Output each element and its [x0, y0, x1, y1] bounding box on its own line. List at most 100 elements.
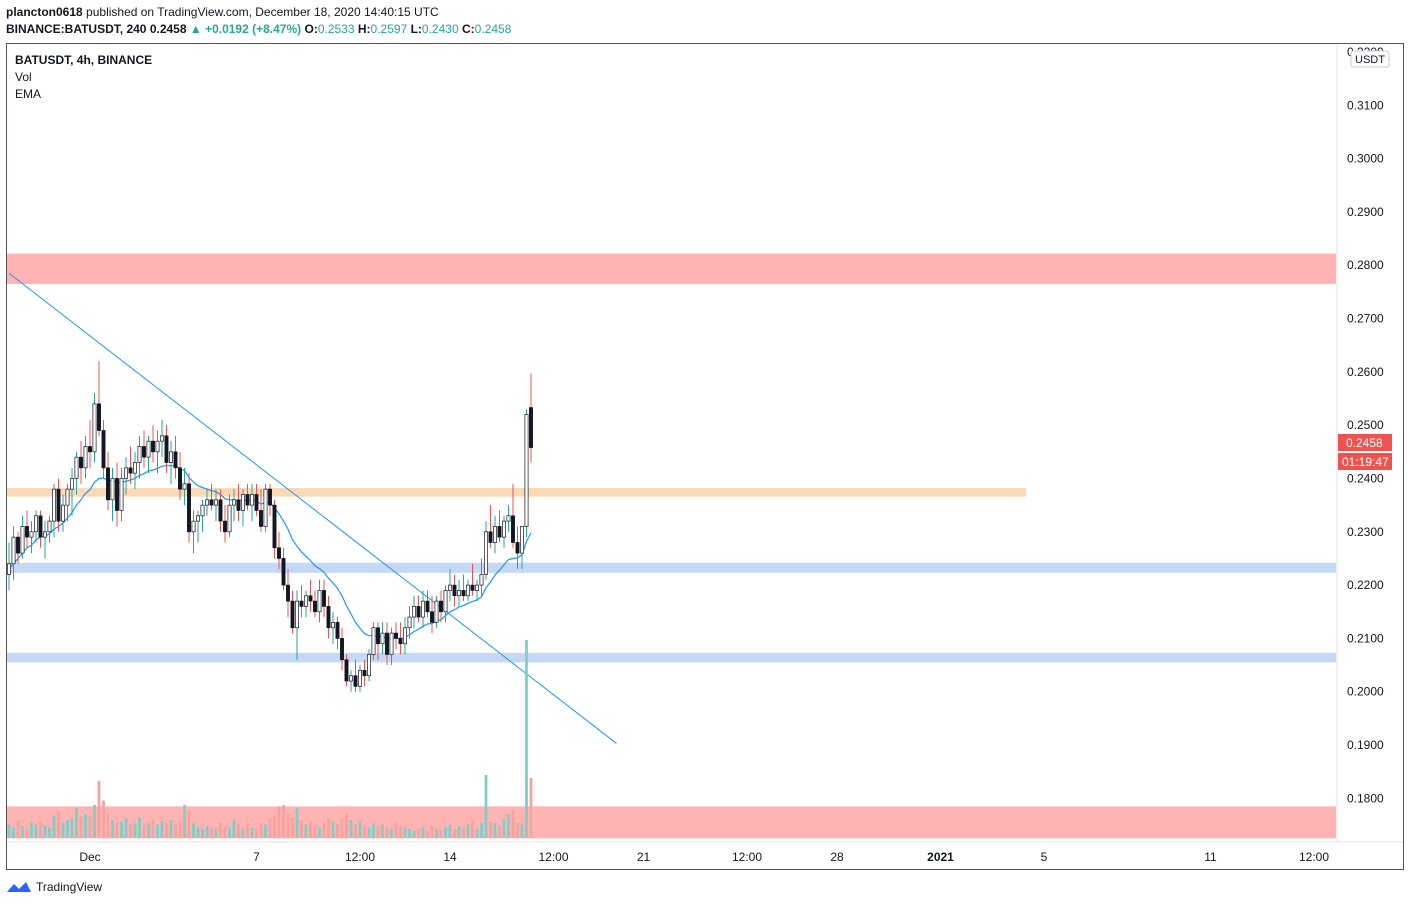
- candle[interactable]: [493, 515, 497, 554]
- candle[interactable]: [398, 622, 403, 655]
- candle[interactable]: [511, 483, 515, 548]
- candle[interactable]: [389, 627, 394, 666]
- candle[interactable]: [448, 569, 452, 602]
- candle[interactable]: [178, 451, 182, 500]
- candle[interactable]: [38, 510, 43, 548]
- candle[interactable]: [425, 590, 430, 618]
- candle[interactable]: [209, 483, 214, 511]
- candle[interactable]: [385, 622, 389, 666]
- candle[interactable]: [290, 590, 295, 634]
- candle[interactable]: [403, 617, 407, 655]
- candle[interactable]: [52, 483, 56, 538]
- candle[interactable]: [241, 489, 245, 527]
- candle[interactable]: [65, 483, 70, 522]
- candle[interactable]: [362, 659, 367, 687]
- candle[interactable]: [70, 467, 74, 516]
- candle[interactable]: [137, 435, 142, 479]
- candle[interactable]: [16, 531, 20, 564]
- candle[interactable]: [461, 574, 466, 602]
- candle[interactable]: [281, 547, 286, 591]
- candle[interactable]: [277, 531, 281, 570]
- candle[interactable]: [115, 462, 119, 527]
- candle[interactable]: [515, 526, 520, 570]
- candle[interactable]: [259, 489, 263, 532]
- candle[interactable]: [502, 515, 506, 548]
- candle[interactable]: [142, 430, 146, 468]
- candle[interactable]: [430, 595, 434, 634]
- candle[interactable]: [488, 505, 493, 548]
- candle[interactable]: [182, 467, 187, 506]
- candle[interactable]: [524, 409, 529, 538]
- candle[interactable]: [128, 446, 133, 484]
- candle[interactable]: [218, 489, 223, 532]
- candle[interactable]: [317, 579, 322, 623]
- candle[interactable]: [371, 622, 376, 660]
- candle[interactable]: [452, 574, 457, 607]
- candle[interactable]: [79, 441, 83, 484]
- candle[interactable]: [335, 617, 340, 650]
- candle[interactable]: [299, 585, 304, 618]
- candle[interactable]: [313, 590, 317, 618]
- candle[interactable]: [434, 595, 439, 628]
- publisher-name[interactable]: plancton0618: [6, 5, 83, 19]
- candle[interactable]: [443, 585, 448, 623]
- candle[interactable]: [92, 393, 97, 463]
- candle[interactable]: [191, 510, 196, 554]
- candle[interactable]: [412, 595, 416, 628]
- candle[interactable]: [245, 483, 250, 511]
- candle[interactable]: [353, 659, 358, 692]
- zone-support-2[interactable]: [7, 652, 1336, 663]
- candle[interactable]: [106, 451, 110, 511]
- candle[interactable]: [56, 478, 61, 532]
- zone-level[interactable]: [7, 488, 1026, 497]
- candle[interactable]: [151, 425, 155, 463]
- candle[interactable]: [155, 430, 160, 474]
- candle[interactable]: [124, 457, 128, 495]
- candle[interactable]: [439, 590, 443, 623]
- candle[interactable]: [236, 483, 241, 522]
- candle[interactable]: [173, 435, 178, 479]
- candle[interactable]: [187, 473, 191, 543]
- candle[interactable]: [407, 606, 412, 639]
- candle[interactable]: [20, 515, 25, 559]
- candle[interactable]: [74, 451, 79, 495]
- candle[interactable]: [110, 467, 115, 522]
- zone-support-1[interactable]: [7, 562, 1336, 573]
- candle[interactable]: [286, 569, 290, 618]
- candle[interactable]: [119, 467, 124, 522]
- candle[interactable]: [529, 373, 533, 463]
- candle[interactable]: [254, 483, 259, 516]
- candle[interactable]: [250, 483, 254, 522]
- candle[interactable]: [214, 489, 218, 522]
- candle[interactable]: [466, 579, 470, 602]
- candle[interactable]: [479, 558, 484, 596]
- candle[interactable]: [380, 622, 385, 655]
- candle[interactable]: [457, 579, 461, 607]
- candle[interactable]: [295, 590, 299, 660]
- candle[interactable]: [146, 435, 151, 474]
- candle[interactable]: [304, 590, 308, 618]
- candle[interactable]: [506, 505, 511, 532]
- candle[interactable]: [308, 579, 313, 612]
- candle[interactable]: [34, 510, 38, 543]
- candle[interactable]: [358, 665, 362, 692]
- candle[interactable]: [376, 622, 380, 660]
- candle[interactable]: [268, 483, 272, 516]
- candle[interactable]: [272, 499, 277, 559]
- candle[interactable]: [196, 510, 200, 543]
- footer-brand[interactable]: TradingView: [6, 880, 102, 894]
- candle[interactable]: [349, 670, 353, 692]
- candle[interactable]: [497, 510, 502, 543]
- candle[interactable]: [227, 494, 232, 538]
- candle[interactable]: [7, 542, 11, 591]
- candle[interactable]: [232, 489, 236, 522]
- candle[interactable]: [416, 595, 421, 623]
- candle[interactable]: [205, 489, 209, 516]
- legend-title[interactable]: BATUSDT, 4h, BINANCE: [15, 53, 153, 67]
- candle[interactable]: [340, 627, 344, 671]
- candle[interactable]: [160, 419, 164, 458]
- candle[interactable]: [169, 441, 173, 484]
- candle[interactable]: [331, 611, 335, 644]
- candle[interactable]: [164, 425, 169, 474]
